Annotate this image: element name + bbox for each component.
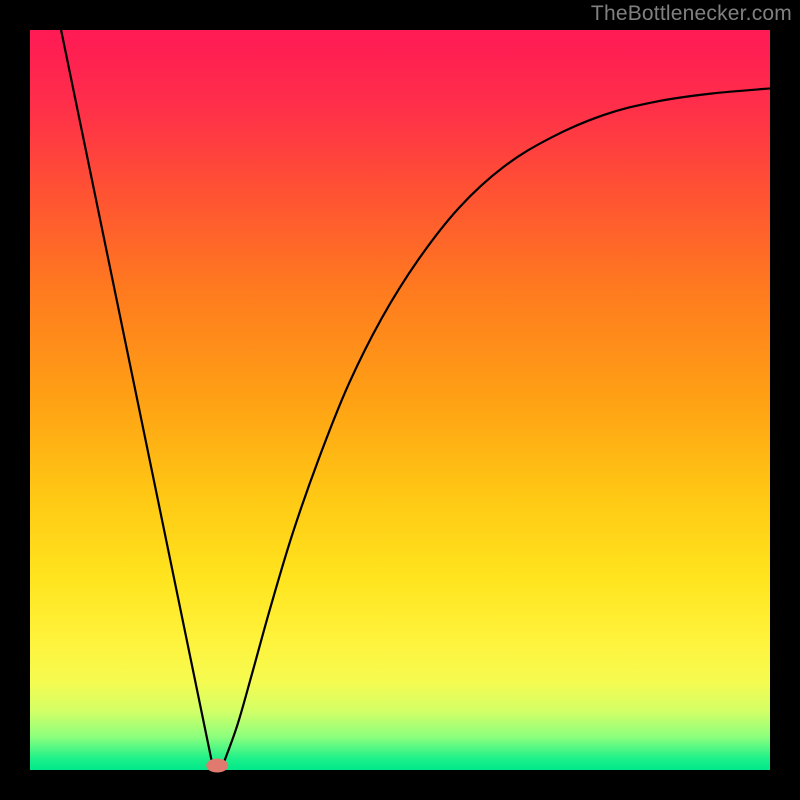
- optimal-point-marker: [206, 759, 228, 773]
- bottleneck-chart: TheBottlenecker.com: [0, 0, 800, 800]
- watermark-text: TheBottlenecker.com: [591, 2, 792, 26]
- chart-svg: [0, 0, 800, 800]
- plot-background: [30, 30, 770, 770]
